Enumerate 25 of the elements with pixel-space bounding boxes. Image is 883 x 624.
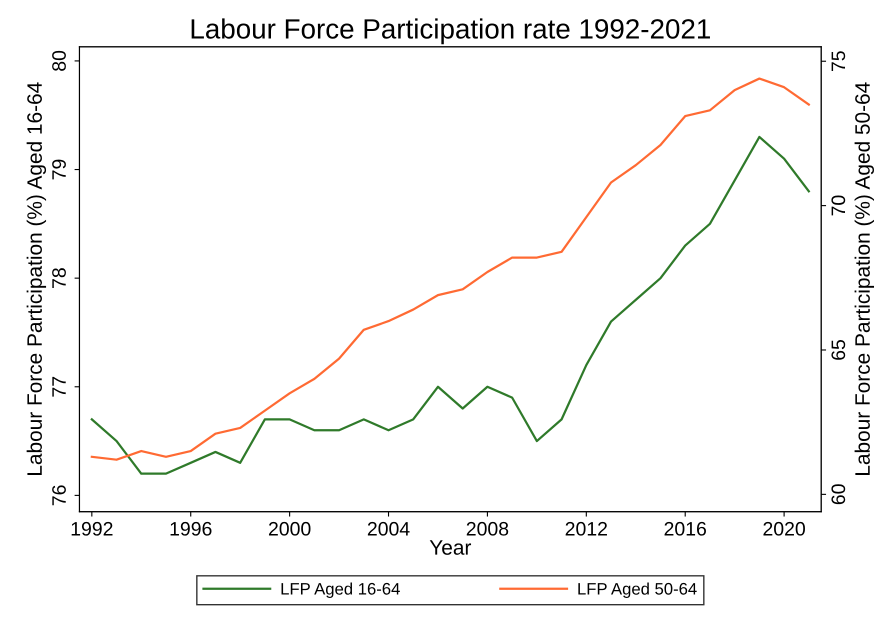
y-tick-label: 80	[52, 50, 66, 71]
x-tick-label: 2020	[763, 522, 805, 536]
y-tick-label: 76	[52, 485, 66, 506]
y-axis-title: Labour Force Participation (%) Aged 16-64	[26, 82, 46, 475]
line-series	[90, 77, 810, 461]
line-series	[90, 136, 810, 475]
legend-label: LFP Aged 16-64	[282, 582, 400, 598]
legend-label: LFP Aged 50-64	[578, 582, 697, 598]
y2-tick-label: 75	[832, 51, 846, 72]
y-tick-label: 77	[52, 376, 66, 397]
y2-tick-label: 65	[831, 340, 846, 360]
x-tick-label: 1996	[170, 522, 212, 536]
x-tick-label: 2000	[268, 522, 310, 536]
x-tick-label: 2016	[664, 522, 706, 536]
y-tick-label: 79	[52, 160, 66, 180]
y-tick-label: 78	[52, 268, 66, 288]
x-tick-label: 2004	[368, 522, 410, 536]
y2-tick-label: 70	[831, 196, 846, 216]
y2-tick-label: 60	[831, 484, 846, 504]
x-axis-title: Year	[430, 540, 472, 555]
x-tick-label: 2008	[466, 522, 508, 536]
y2-axis-title: Labour Force Participation (%) Aged 50-64	[854, 82, 874, 475]
x-tick-label: 2012	[566, 522, 607, 536]
chart-title: Labour Force Participation rate 1992-2021	[192, 18, 710, 44]
x-tick-label: 1992	[72, 522, 112, 536]
